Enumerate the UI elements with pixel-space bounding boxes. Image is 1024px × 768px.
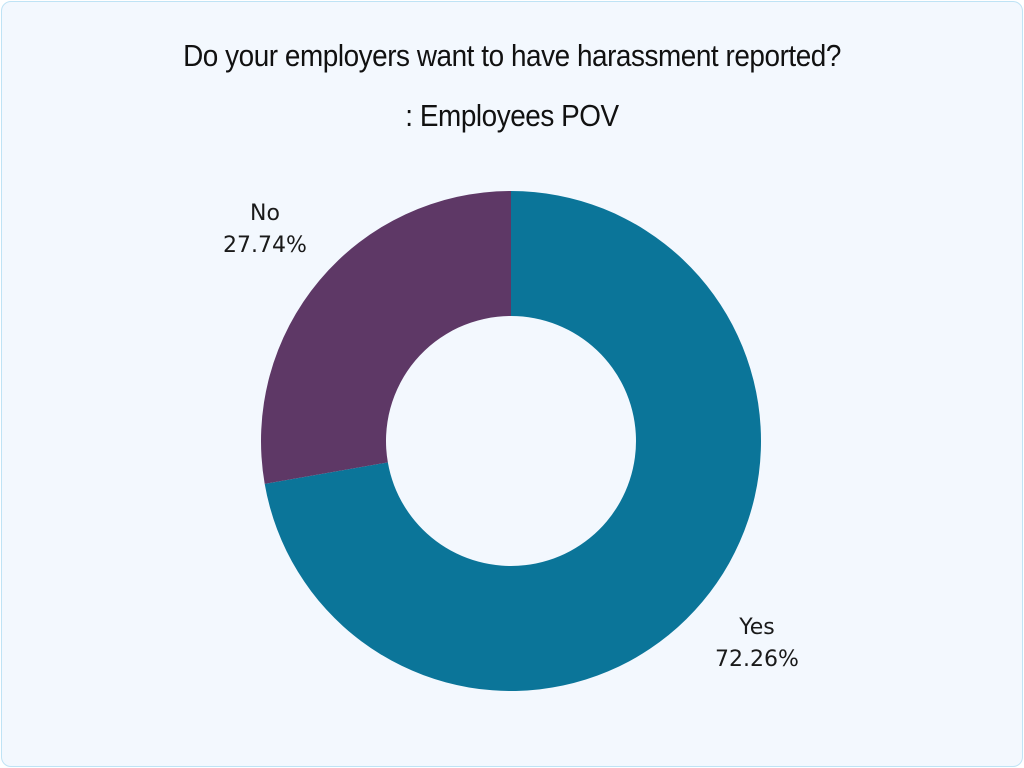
label-no-name: No <box>250 201 280 226</box>
label-no-value: 27.74% <box>223 233 307 258</box>
chart-title: Do your employers want to have harassmen… <box>183 38 841 73</box>
label-yes: Yes 72.26% <box>697 612 817 676</box>
label-no: No 27.74% <box>205 198 325 262</box>
label-yes-name: Yes <box>739 615 775 640</box>
slice-yes <box>264 191 762 691</box>
slice-no <box>261 191 511 484</box>
label-yes-value: 72.26% <box>715 647 799 672</box>
chart-subtitle: : Employees POV <box>405 98 619 133</box>
